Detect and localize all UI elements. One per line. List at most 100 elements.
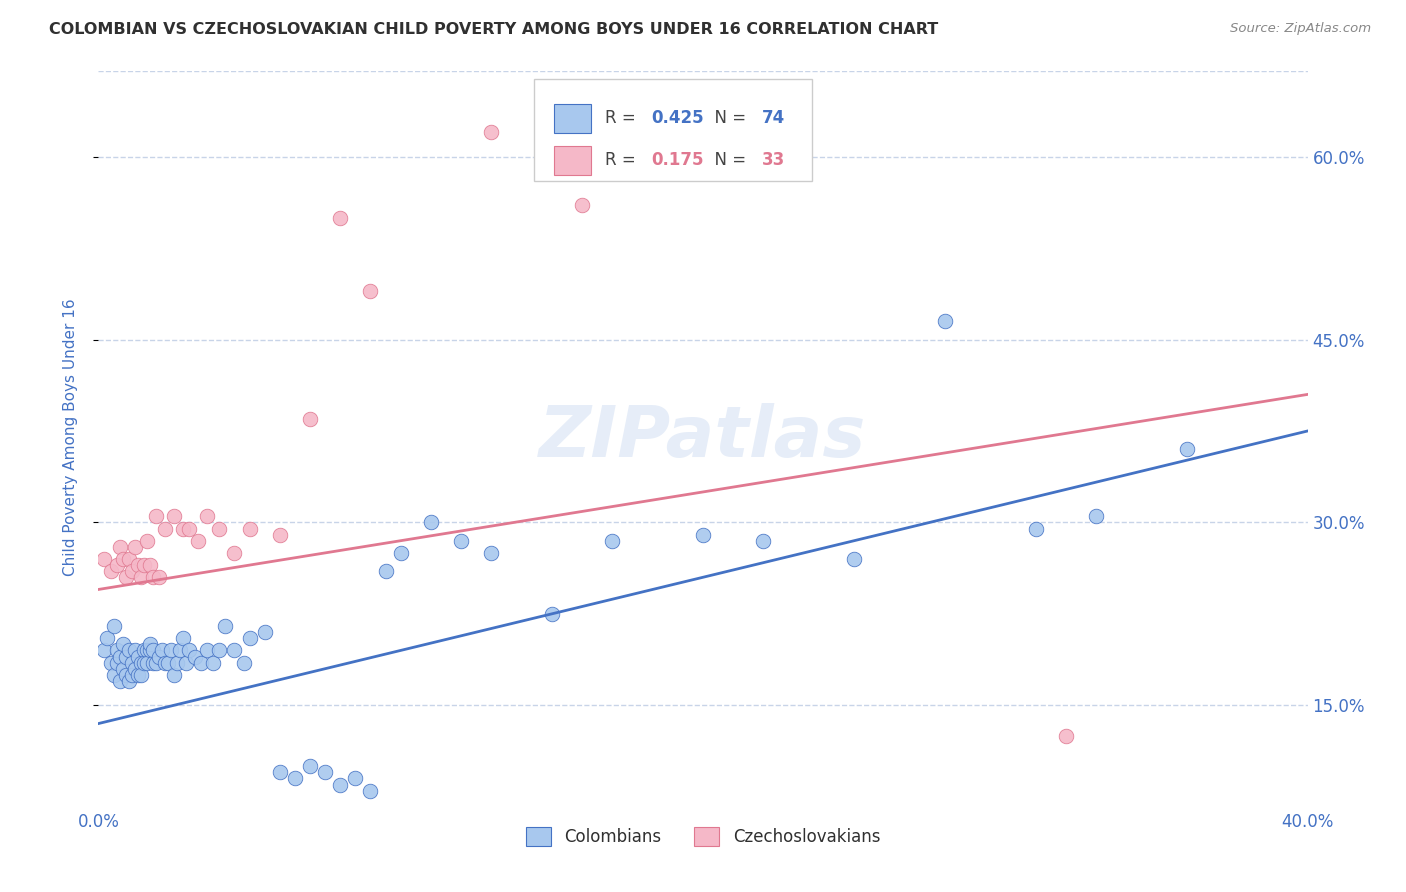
Point [190, 656, 212, 670]
Point [145, 656, 167, 670]
Point [103, 667, 125, 682]
Point [934, 314, 956, 328]
Text: 0.175: 0.175 [651, 152, 703, 169]
Text: N =: N = [704, 152, 752, 169]
Point [239, 632, 262, 646]
Point [184, 649, 207, 664]
Point [360, 783, 382, 797]
Point [202, 656, 225, 670]
Point [179, 521, 201, 535]
Point [153, 521, 176, 535]
Point [166, 656, 188, 670]
Point [163, 667, 186, 682]
Point [114, 649, 136, 664]
Point [129, 656, 152, 670]
Point [1024, 521, 1046, 535]
Point [224, 643, 246, 657]
Point [160, 643, 183, 657]
Point [145, 509, 167, 524]
Point [124, 662, 146, 676]
Text: R =: R = [605, 110, 641, 128]
Point [389, 546, 412, 560]
Point [127, 649, 149, 664]
Point [118, 552, 141, 566]
Point [163, 509, 186, 524]
Point [105, 656, 128, 670]
Point [602, 533, 624, 548]
Point [450, 533, 472, 548]
Point [114, 667, 136, 682]
Point [844, 552, 866, 566]
Point [360, 284, 382, 298]
Point [150, 643, 173, 657]
Point [314, 765, 336, 780]
Point [108, 673, 131, 688]
Point [118, 673, 141, 688]
Text: R =: R = [605, 152, 641, 169]
Point [284, 772, 307, 786]
Point [111, 552, 134, 566]
Text: 74: 74 [762, 110, 786, 128]
Point [269, 765, 291, 780]
Point [103, 619, 125, 633]
Point [692, 527, 714, 541]
Point [100, 564, 122, 578]
Point [118, 643, 141, 657]
Point [239, 521, 262, 535]
Point [129, 570, 152, 584]
Point [108, 649, 131, 664]
Point [1175, 442, 1198, 457]
Point [93, 643, 115, 657]
Point [1085, 509, 1108, 524]
Point [269, 527, 291, 541]
Point [195, 509, 218, 524]
Point [214, 619, 236, 633]
Point [93, 552, 115, 566]
Point [169, 643, 191, 657]
FancyBboxPatch shape [554, 146, 591, 175]
Point [224, 546, 246, 560]
Point [139, 637, 162, 651]
Point [571, 198, 593, 212]
Point [132, 558, 155, 573]
Point [142, 643, 165, 657]
Point [105, 643, 128, 657]
Point [111, 637, 134, 651]
Point [329, 211, 352, 225]
Point [420, 516, 443, 530]
Point [208, 643, 231, 657]
Point [108, 540, 131, 554]
FancyBboxPatch shape [554, 104, 591, 133]
Text: 33: 33 [762, 152, 786, 169]
Point [179, 643, 201, 657]
Point [121, 667, 143, 682]
Point [208, 521, 231, 535]
Point [148, 649, 170, 664]
Point [148, 570, 170, 584]
Y-axis label: Child Poverty Among Boys Under 16: Child Poverty Among Boys Under 16 [63, 298, 77, 576]
Point [121, 564, 143, 578]
Point [142, 570, 165, 584]
Point [156, 656, 179, 670]
Point [752, 533, 775, 548]
Point [96, 632, 118, 646]
Text: 0.425: 0.425 [651, 110, 703, 128]
Point [374, 564, 396, 578]
Point [174, 656, 197, 670]
Text: ZIPatlas: ZIPatlas [540, 402, 866, 472]
Point [114, 570, 136, 584]
Point [195, 643, 218, 657]
Point [127, 667, 149, 682]
Point [481, 546, 503, 560]
Point [540, 607, 562, 621]
Point [142, 656, 165, 670]
Point [172, 521, 194, 535]
Point [481, 125, 503, 139]
Point [253, 625, 276, 640]
Point [1054, 729, 1077, 743]
Point [105, 558, 128, 573]
Point [135, 643, 157, 657]
Point [299, 759, 322, 773]
Point [139, 558, 162, 573]
Point [299, 412, 322, 426]
